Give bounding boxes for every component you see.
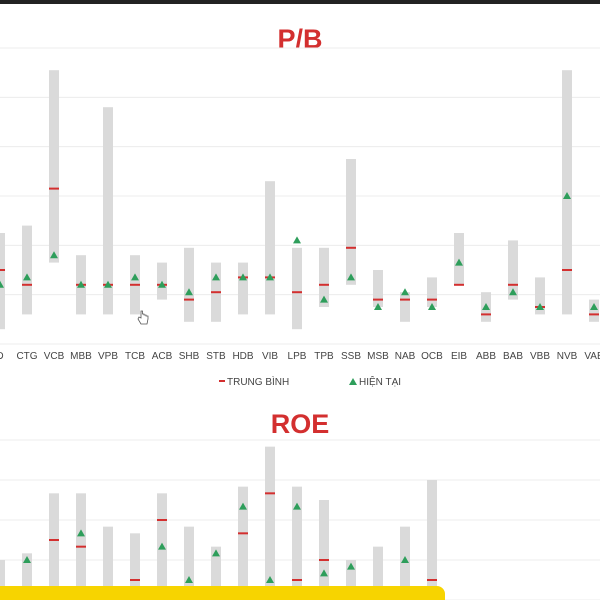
roe-chart-title: ROE [270,409,330,439]
tick-label-ocb: OCB [421,351,443,362]
tick-label-stb: STB [206,351,226,362]
tick-label-hdb: HDB [232,351,253,362]
range-bar-vib [265,181,275,315]
range-bar-d [0,233,5,330]
current-marker-vcb [50,251,58,259]
tick-label-msb: MSB [367,351,389,362]
tick-label-vpb: VPB [98,351,118,362]
range-bar-hdb [238,486,248,586]
range-bar-ssb [346,159,356,285]
range-bar-vcb [49,70,59,263]
current-marker-ocb [428,303,436,310]
range-bar-bab [508,240,518,300]
window-top-bar [0,0,600,4]
current-marker-hdb [239,502,247,510]
tick-label-nvb: NVB [557,351,578,362]
range-bar-msb [373,546,383,586]
legend-current-label: HIỆN TẠI [359,375,401,388]
tick-label-tcb: TCB [125,351,145,362]
range-bar-lpb [292,486,302,586]
tick-label-bab: BAB [503,351,523,362]
tick-label-ctg: CTG [16,351,37,362]
current-marker-nvb [563,192,571,199]
range-bar-shb [184,247,194,322]
range-bar-msb [373,270,383,307]
current-marker-msb [374,303,382,310]
current-marker-hdb [239,273,247,281]
current-marker-d [0,280,4,288]
range-bar-tcb [130,533,140,586]
range-bar-lpb [292,247,302,330]
current-marker-shb [185,576,193,583]
range-bar-vab [589,299,599,322]
tick-label-vcb: VCB [44,351,65,362]
legend-current-swatch [349,378,357,385]
current-marker-nab [401,556,409,563]
current-marker-acb [158,542,166,550]
current-marker-stb [212,549,220,557]
yellow-caption-bar [0,586,445,600]
current-marker-ssb [347,273,355,281]
hand-cursor-icon [137,310,149,325]
range-bar-acb [157,493,167,586]
current-marker-vpb [104,280,112,288]
current-marker-ssb [347,562,355,570]
current-marker-lpb [293,502,301,510]
range-bar-shb [184,526,194,586]
tick-label-vab: VAB [584,351,600,362]
current-marker-vib [266,273,274,281]
range-bar-vib [265,446,275,586]
current-marker-ctg [23,273,31,281]
tick-label-vib: VIB [262,351,278,362]
tick-label-tpb: TPB [314,351,334,362]
current-marker-mbb [77,529,85,537]
tick-label-abb: ABB [476,351,496,362]
current-marker-tpb [320,295,328,303]
range-bar-d [0,560,5,586]
current-marker-stb [212,273,220,281]
current-marker-vab [590,303,598,310]
range-bar-vbb [535,277,545,315]
current-marker-eib [455,258,463,266]
current-marker-shb [185,288,193,296]
current-marker-nab [401,288,409,296]
tick-label-vbb: VBB [530,351,550,362]
current-marker-tcb [131,273,139,281]
current-marker-vbb [536,303,544,310]
tick-label-lpb: LPB [288,351,307,362]
tick-label-acb: ACB [152,351,173,362]
tick-label-eib: EIB [451,351,467,362]
range-bar-nab [400,292,410,322]
current-marker-bab [509,288,517,296]
tick-label-d: D [0,351,4,362]
current-marker-abb [482,303,490,310]
range-bar-mbb [76,493,86,586]
tick-label-shb: SHB [179,351,200,362]
current-marker-vib [266,576,274,583]
current-marker-mbb [77,280,85,288]
range-bar-vpb [103,107,113,315]
current-marker-tpb [320,569,328,577]
range-bar-hdb [238,262,248,315]
range-bar-ctg [22,553,32,586]
range-bar-tpb [319,247,329,307]
tick-label-mbb: MBB [70,351,92,362]
tick-label-ssb: SSB [341,351,361,362]
current-marker-acb [158,280,166,288]
range-bar-tpb [319,500,329,586]
range-bar-vpb [103,526,113,586]
range-bar-stb [211,546,221,586]
tick-label-nab: NAB [395,351,416,362]
range-bar-ocb [427,277,437,307]
legend-average-label: TRUNG BÌNH [227,375,289,388]
pb-chart-title: P/B [277,24,323,54]
current-marker-ctg [23,556,31,563]
current-marker-lpb [293,236,301,244]
range-bar-ocb [427,480,437,586]
range-bar-ssb [346,560,356,586]
range-bar-ctg [22,225,32,315]
